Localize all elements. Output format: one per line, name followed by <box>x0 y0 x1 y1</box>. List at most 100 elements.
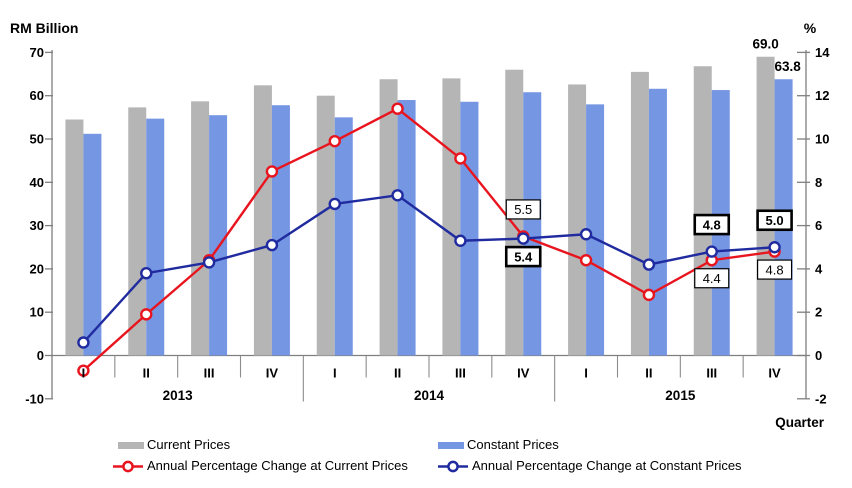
callout-value-label: 5.4 <box>514 249 533 264</box>
constant-prices-legend-label: Constant Prices <box>467 437 559 452</box>
year-label: 2013 <box>163 388 194 403</box>
callout-box <box>756 259 793 280</box>
marker-pct_current-9 <box>642 288 656 302</box>
left-axis-tick-label: 30 <box>30 218 44 233</box>
bar-constant_bars-0 <box>83 133 102 356</box>
bar-current_bars-1 <box>128 107 147 356</box>
pct-current-legend-label: Annual Percentage Change at Current Pric… <box>147 458 408 473</box>
bar-current_bars-9 <box>630 71 649 356</box>
quarter-label: II <box>645 366 652 381</box>
bar-constant_bars-5 <box>397 100 416 356</box>
quarter-label: IV <box>266 366 279 381</box>
quarter-label: IV <box>768 366 781 381</box>
pct-constant-legend-label: Annual Percentage Change at Constant Pri… <box>472 458 742 473</box>
bar-current_bars-5 <box>379 79 398 356</box>
marker-pct_constant-9 <box>642 258 656 271</box>
bar-constant_bars-8 <box>586 104 605 356</box>
marker-pct_constant-2 <box>202 256 216 269</box>
marker-pct_current-8 <box>579 254 593 267</box>
right-axis-tick-label: 14 <box>815 45 830 60</box>
left-axis-tick-label: 70 <box>30 45 44 60</box>
bar-current_bars-6 <box>442 78 461 356</box>
marker-pct_constant-5 <box>391 189 404 202</box>
left-axis-tick-label: 10 <box>30 305 44 320</box>
constant-prices-swatch-icon <box>438 441 464 449</box>
marker-pct_constant-3 <box>265 238 279 252</box>
bar-constant_bars-6 <box>460 101 479 356</box>
year-label: 2014 <box>414 388 445 403</box>
bar-value-label: 63.8 <box>774 59 801 74</box>
bar-constant_bars-9 <box>648 88 667 356</box>
quarter-label: I <box>333 366 337 381</box>
marker-pct_constant-11 <box>768 241 781 254</box>
current-prices-swatch-icon <box>118 441 144 449</box>
bar-current_bars-4 <box>316 95 335 356</box>
marker-pct_current-4 <box>328 134 341 148</box>
line-pct_constant <box>82 194 775 344</box>
callout-value-label: 4.4 <box>703 271 721 286</box>
right-axis-tick-label: 12 <box>815 88 829 103</box>
current-prices-legend-label: Current Prices <box>147 437 231 452</box>
left-axis-title: RM Billion <box>10 20 79 36</box>
callout-value-label: 4.8 <box>703 217 721 232</box>
legend-item-constant-prices: Constant Prices <box>438 437 559 453</box>
legend-item-pct-constant: Annual Percentage Change at Constant Pri… <box>437 458 742 474</box>
legend-item-current-prices: Current Prices <box>118 437 230 453</box>
right-axis-tick-label: 8 <box>815 175 822 190</box>
marker-pct_constant-0 <box>77 336 90 349</box>
x-axis-title: Quarter <box>775 415 824 430</box>
marker-pct_current-3 <box>265 165 279 178</box>
left-axis-tick-label: 60 <box>30 88 44 103</box>
marker-pct_constant-6 <box>454 234 467 247</box>
bar-current_bars-0 <box>65 119 84 356</box>
quarter-label: II <box>394 366 401 381</box>
marker-pct_constant-1 <box>140 267 153 280</box>
callout-box <box>505 199 541 220</box>
marker-pct_current-5 <box>391 102 404 115</box>
year-label: 2015 <box>665 388 696 403</box>
bar-current_bars-11 <box>756 56 775 356</box>
right-axis-tick-label: 4 <box>815 261 823 276</box>
quarter-label: I <box>82 366 86 381</box>
callout-box <box>504 245 542 268</box>
quarter-label: IV <box>517 366 530 381</box>
marker-pct_constant-8 <box>579 228 593 241</box>
bar-constant_bars-1 <box>146 118 165 356</box>
bar-current_bars-3 <box>253 85 272 356</box>
blue-line-marker-icon <box>438 460 468 472</box>
right-axis-title: % <box>803 20 817 36</box>
left-axis-tick-label: -10 <box>25 391 44 406</box>
marker-pct_constant-4 <box>328 197 341 211</box>
quarter-label: III <box>204 366 215 381</box>
quarter-label: II <box>143 366 150 381</box>
bar-constant_bars-3 <box>271 105 290 356</box>
callout-box <box>694 268 730 289</box>
right-axis-tick-label: 0 <box>815 348 822 363</box>
right-axis-tick-label: 6 <box>815 218 822 233</box>
marker-pct_constant-10 <box>705 245 718 258</box>
bar-current_bars-2 <box>191 101 210 356</box>
left-axis-tick-label: 50 <box>30 132 44 147</box>
callout-value-label: 4.8 <box>766 262 784 277</box>
red-line-marker-icon <box>113 460 143 472</box>
bar-constant_bars-4 <box>334 117 353 356</box>
callout-value-label: 5.5 <box>514 202 532 217</box>
bar-current_bars-10 <box>693 66 712 356</box>
callout-box <box>756 209 793 232</box>
left-axis-tick-label: 40 <box>30 175 44 190</box>
bar-value-label: 69.0 <box>752 37 778 52</box>
quarter-label: III <box>706 366 717 381</box>
right-axis-tick-label: 10 <box>815 132 829 147</box>
right-axis-tick-label: -2 <box>815 391 827 406</box>
bar-current_bars-8 <box>568 84 587 356</box>
quarter-label: III <box>455 366 466 381</box>
right-axis-tick-label: 2 <box>815 305 822 320</box>
quarter-label: I <box>584 366 588 381</box>
legend-item-pct-current: Annual Percentage Change at Current Pric… <box>112 458 408 474</box>
marker-pct_constant-7 <box>517 232 530 245</box>
bar-constant_bars-7 <box>523 92 542 356</box>
line-pct_current <box>82 107 775 372</box>
callout-box <box>693 213 731 236</box>
